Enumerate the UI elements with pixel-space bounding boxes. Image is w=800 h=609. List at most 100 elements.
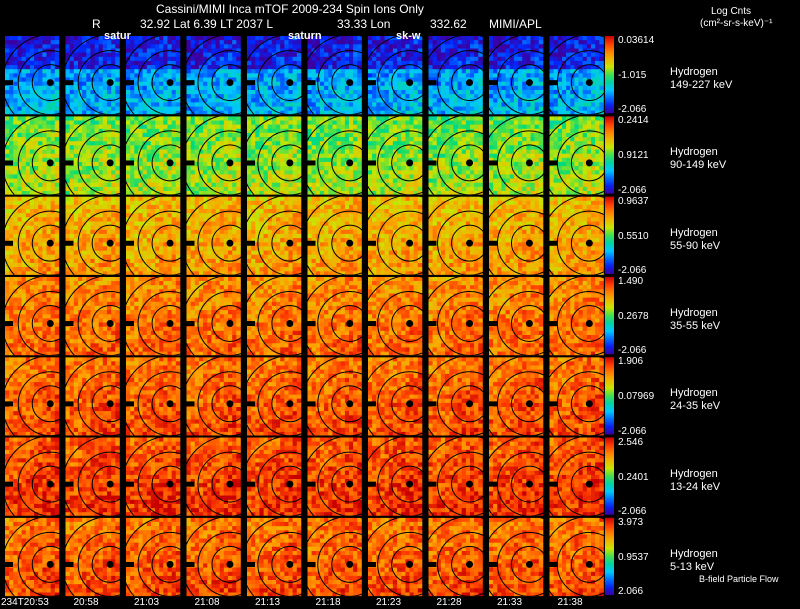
time-tick-label: 21:18	[315, 597, 341, 608]
colorbar	[605, 196, 614, 274]
image-panel	[489, 357, 547, 436]
image-panel	[65, 437, 124, 516]
image-panel	[186, 437, 245, 516]
image-panel	[5, 36, 63, 115]
image-panel	[428, 276, 487, 356]
image-panel	[126, 36, 184, 115]
image-panel	[186, 36, 245, 115]
colorbar-max: 1.490	[618, 275, 644, 287]
colorbar-max: 3.973	[618, 516, 644, 528]
image-panel	[247, 196, 305, 275]
footer-note: B-field Particle Flow	[699, 574, 779, 584]
image-panel	[307, 517, 366, 597]
row-species: Hydrogen	[670, 547, 718, 560]
colorbar-mid: 0.2678	[618, 311, 649, 323]
image-panel	[186, 276, 245, 356]
colorbar-units: (cm²-sr-s-keV)⁻¹	[700, 18, 773, 29]
image-panel	[368, 116, 426, 195]
row-energy: 24-35 keV	[670, 400, 721, 413]
time-tick-label: 21:13	[255, 597, 281, 608]
sub-label-3: sk-w	[396, 30, 421, 42]
chart-title: Cassini/MIMI Inca mTOF 2009-234 Spin Ion…	[156, 2, 424, 16]
colorbar-mid: 0.9537	[618, 551, 649, 563]
image-panel	[5, 276, 63, 356]
time-tick-label: 21:28	[436, 597, 462, 608]
row-species: Hydrogen	[670, 226, 718, 239]
row-energy: 13-24 keV	[670, 480, 721, 493]
image-panel	[549, 196, 608, 275]
image-panel	[307, 36, 366, 115]
time-tick-label: 20:58	[73, 597, 99, 608]
image-panel	[307, 437, 366, 516]
image-panel	[186, 357, 245, 436]
image-panel	[247, 116, 305, 195]
image-panel	[5, 196, 63, 275]
row-species: Hydrogen	[670, 467, 718, 480]
source-label: MIMI/APL	[489, 17, 542, 31]
image-panel	[5, 517, 63, 597]
r-label: R	[92, 17, 101, 31]
image-panel	[126, 437, 184, 516]
image-panel	[65, 276, 124, 356]
image-panel	[368, 36, 426, 115]
image-panel	[5, 357, 63, 436]
colorbar-title: Log Cnts	[711, 6, 752, 17]
image-panel	[489, 276, 547, 356]
time-tick-label: 21:08	[194, 597, 220, 608]
colorbar-mid: 0.9121	[618, 150, 649, 162]
image-panel	[368, 437, 426, 516]
image-panel	[428, 196, 487, 275]
colorbar-min: 2.066	[618, 586, 644, 598]
colorbar	[605, 116, 614, 194]
lon-number: 332.62	[430, 17, 467, 31]
image-panel	[368, 517, 426, 597]
lat-lt-text: 32.92 Lat 6.39 LT 2037 L	[140, 17, 274, 31]
image-panel	[126, 517, 184, 597]
colorbar-max: 1.906	[618, 356, 644, 368]
image-panel	[65, 196, 124, 275]
image-panel	[126, 196, 184, 275]
image-panel	[549, 116, 608, 195]
image-panel	[428, 116, 487, 195]
image-panel	[549, 437, 608, 516]
image-panel	[126, 116, 184, 195]
sub-label-2: saturn	[288, 30, 322, 42]
time-tick-label: 21:33	[497, 597, 523, 608]
image-panel	[428, 517, 487, 597]
image-panel	[307, 196, 366, 275]
image-panel	[186, 116, 245, 195]
image-panel	[489, 36, 547, 115]
colorbar-mid: -1.015	[618, 70, 647, 82]
image-panel	[307, 116, 366, 195]
image-panel	[247, 36, 305, 115]
image-panel	[368, 357, 426, 436]
image-panel	[549, 517, 608, 597]
image-panel	[428, 36, 487, 115]
image-panel	[65, 517, 124, 597]
row-species: Hydrogen	[670, 306, 718, 319]
image-panel	[65, 116, 124, 195]
image-panel	[186, 517, 245, 597]
image-panel	[549, 36, 608, 115]
colorbar-min: -2.066	[618, 345, 647, 357]
image-panel	[549, 357, 608, 436]
image-panel	[5, 116, 63, 195]
image-panel	[489, 196, 547, 275]
colorbar	[605, 276, 614, 355]
row-energy: 90-149 keV	[670, 159, 727, 172]
image-panel	[126, 357, 184, 436]
row-energy: 35-55 keV	[670, 319, 721, 332]
image-panel	[368, 276, 426, 356]
sub-label-1: satur	[104, 30, 131, 42]
row-species: Hydrogen	[670, 66, 718, 78]
time-tick-label: 21:03	[134, 597, 160, 608]
image-panel	[65, 36, 124, 115]
row-species: Hydrogen	[670, 387, 718, 400]
image-panel	[126, 276, 184, 356]
row-energy: 5-13 keV	[670, 560, 715, 573]
image-panel	[489, 517, 547, 597]
colorbar	[605, 437, 614, 515]
image-panel	[186, 196, 245, 275]
image-panel	[428, 437, 487, 516]
